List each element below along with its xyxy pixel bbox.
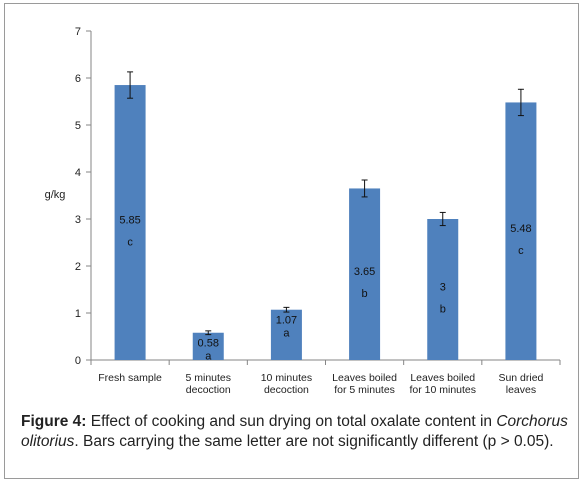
significance-letter: a (205, 351, 212, 363)
significance-letter: b (362, 288, 368, 300)
caption-text-a: Effect of cooking and sun drying on tota… (86, 413, 497, 430)
bar (427, 219, 459, 360)
x-tick-label: Sun dried (498, 372, 543, 384)
data-label: 3.65 (354, 266, 375, 278)
chart-bars (114, 71, 537, 361)
y-tick-label: 1 (75, 308, 81, 320)
bar (505, 102, 537, 360)
caption-species: Corchorus olitorius (21, 413, 568, 450)
y-tick-label: 0 (75, 355, 81, 367)
bar (192, 332, 224, 360)
bar (270, 309, 302, 360)
x-tick-label: Fresh sample (98, 372, 162, 384)
figure-caption: Figure 4: Effect of cooking and sun dryi… (21, 412, 574, 452)
x-tick-label: for 5 minutes (334, 384, 395, 396)
data-label: 5.48 (510, 223, 531, 235)
significance-letter: c (518, 245, 524, 257)
y-tick-label: 5 (75, 120, 81, 132)
bar (114, 85, 146, 361)
x-tick-label: leaves (506, 384, 536, 396)
x-tick-label: Leaves boiled (410, 372, 475, 384)
significance-letter: b (440, 304, 446, 316)
y-tick-label: 3 (75, 214, 81, 226)
data-label: 1.07 (276, 315, 297, 327)
data-label: 0.58 (198, 338, 219, 350)
y-tick-label: 2 (75, 261, 81, 273)
figure-frame: 0 1 2 3 4 5 6 7 g/kg 5.85 c Fresh sample 0.58 a 5 minu… (4, 3, 579, 479)
data-label: 3 (440, 282, 446, 294)
y-axis-title: g/kg (45, 189, 66, 201)
bar (349, 188, 381, 360)
chart-axes (86, 30, 561, 365)
x-tick-label: Leaves boiled (332, 372, 397, 384)
x-tick-label: 10 minutes (261, 372, 312, 384)
x-tick-label: for 10 minutes (409, 384, 476, 396)
data-label: 5.85 (119, 215, 140, 227)
y-tick-label: 6 (75, 73, 81, 85)
y-tick-label: 7 (75, 26, 81, 38)
y-tick-label: 4 (75, 167, 81, 179)
caption-text-b: . Bars carrying the same letter are not … (74, 433, 554, 450)
x-tick-label: 5 minutes (185, 372, 231, 384)
x-tick-label: decoction (186, 384, 231, 396)
caption-label: Figure 4: (21, 413, 87, 430)
significance-letter: a (283, 328, 290, 340)
significance-letter: c (127, 237, 133, 249)
x-tick-label: decoction (264, 384, 309, 396)
